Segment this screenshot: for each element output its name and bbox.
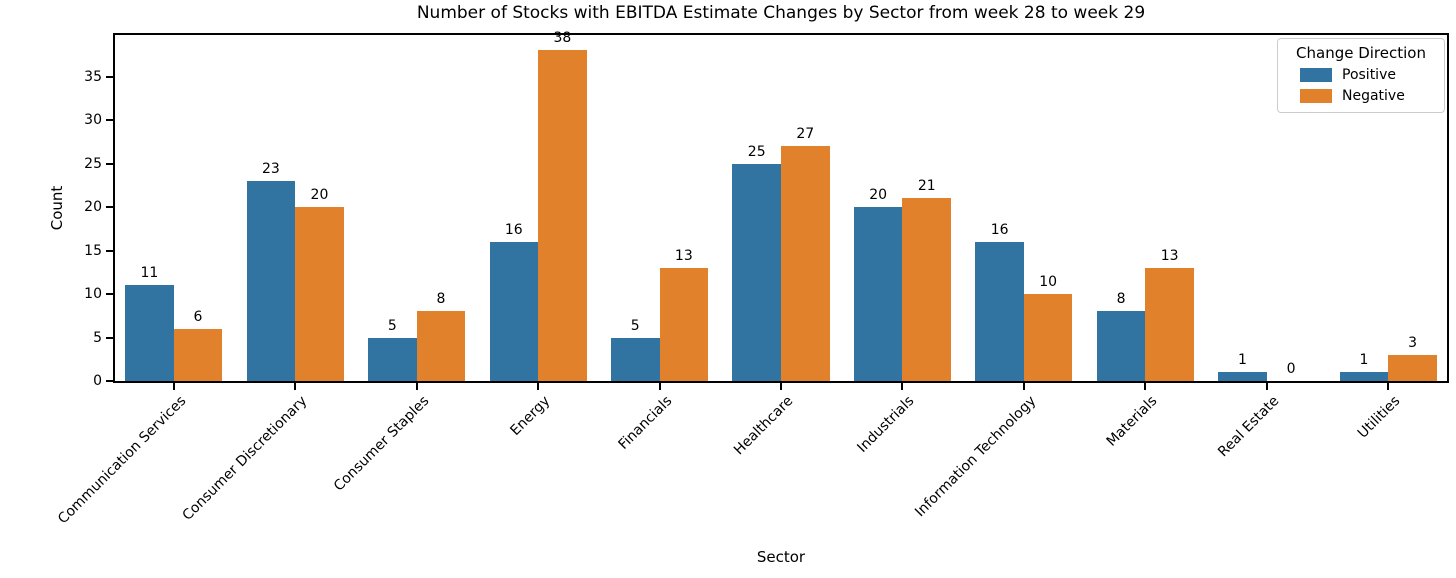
y-tick-label: 15 — [84, 242, 102, 259]
bar-negative — [902, 198, 952, 381]
bar-value-label: 38 — [553, 30, 572, 47]
y-tick-label: 10 — [84, 286, 102, 302]
x-tick — [172, 383, 175, 390]
y-tick-label: 35 — [84, 68, 102, 85]
bar-negative — [1023, 294, 1073, 381]
y-tick-label: 0 — [93, 373, 102, 389]
bar-negative — [295, 207, 344, 381]
x-tick — [1265, 383, 1268, 390]
x-tick — [658, 383, 661, 390]
y-tick-label: 5 — [93, 329, 102, 346]
bar-value-label: 20 — [869, 187, 888, 203]
y-tick-label: 20 — [84, 199, 102, 215]
bar-value-label: 0 — [1286, 361, 1296, 377]
y-tick — [106, 75, 113, 78]
x-axis-label: Sector — [756, 548, 806, 566]
bar-value-label: 13 — [674, 247, 693, 264]
x-tick — [537, 383, 540, 390]
x-tick-label: Information Technology — [911, 393, 1040, 521]
legend-item-negative: Negative — [1300, 88, 1444, 104]
y-tick — [106, 293, 113, 295]
x-tick — [1022, 383, 1025, 390]
bar-positive — [125, 285, 174, 381]
x-tick — [901, 383, 904, 390]
bar-value-label: 16 — [990, 221, 1009, 238]
bar-positive — [853, 207, 903, 381]
bar-positive — [1218, 372, 1267, 381]
y-tick-label: 30 — [84, 112, 102, 128]
x-tick-label: Materials — [1103, 393, 1161, 450]
plot-area: 11 6 23 20 5 8 16 38 5 13 25 27 20 21 16 10 8 13 1 0 1 3 — [113, 30, 1449, 383]
x-tick-label: Real Estate — [1214, 393, 1283, 461]
x-tick-label: Healthcare — [731, 393, 797, 459]
x-tick-label: Financials — [615, 393, 675, 453]
bar-value-label: 8 — [436, 291, 446, 308]
bar-negative — [173, 328, 223, 381]
x-tick-label: Consumer Discretionary — [179, 393, 311, 524]
bar-positive — [246, 180, 296, 381]
legend-item-positive: Positive — [1300, 67, 1444, 83]
bar-positive — [1096, 311, 1146, 381]
bar-value-label: 5 — [630, 317, 640, 334]
x-tick-label: Communication Services — [54, 393, 190, 528]
legend-item-label-negative: Negative — [1342, 88, 1405, 104]
bar-value-label: 16 — [504, 221, 523, 238]
bar-value-label: 8 — [1116, 291, 1126, 308]
bar-value-label: 13 — [1160, 247, 1179, 264]
y-tick-label: 25 — [84, 155, 102, 172]
bar-negative — [1145, 267, 1194, 381]
bar-value-label: 20 — [310, 187, 329, 203]
legend-title: Change Direction — [1296, 44, 1426, 62]
bar-value-label: 11 — [140, 265, 159, 282]
bar-value-label: 10 — [1039, 274, 1058, 290]
x-tick — [415, 383, 418, 390]
y-tick — [106, 249, 113, 252]
bar-value-label: 6 — [193, 308, 203, 325]
bar-negative — [659, 267, 709, 381]
x-tick-label: Utilities — [1354, 393, 1404, 442]
bar-positive — [975, 241, 1024, 381]
x-tick-label: Consumer Staples — [330, 393, 432, 495]
y-tick — [106, 336, 113, 339]
bar-positive — [489, 241, 539, 381]
x-tick — [1144, 383, 1147, 390]
x-tick-label: Industrials — [854, 393, 918, 456]
x-tick-label: Energy — [507, 393, 554, 439]
bar-value-label: 1 — [1238, 352, 1247, 369]
bar-value-label: 23 — [261, 160, 280, 177]
bar-positive — [368, 337, 417, 381]
bar-positive — [610, 337, 660, 381]
x-tick — [780, 383, 782, 390]
bar-positive — [1339, 372, 1389, 381]
bar-value-label: 5 — [387, 317, 397, 334]
y-tick — [106, 119, 113, 121]
bar-value-label: 3 — [1408, 334, 1418, 351]
legend-item-label-positive: Positive — [1342, 67, 1396, 83]
chart-title: Number of Stocks with EBITDA Estimate Ch… — [416, 3, 1146, 23]
bar-value-label: 25 — [747, 143, 766, 160]
positive-swatch — [1300, 68, 1332, 82]
bar-negative — [538, 50, 587, 381]
x-tick — [1387, 383, 1390, 390]
bar-value-label: 21 — [917, 178, 936, 195]
x-tick — [294, 383, 297, 390]
y-tick — [106, 206, 113, 208]
bar-value-label: 27 — [796, 126, 815, 143]
negative-swatch — [1300, 89, 1332, 103]
bar-negative — [416, 311, 466, 381]
y-tick — [106, 162, 113, 165]
bar-value-label: 1 — [1359, 352, 1369, 369]
bar-positive — [732, 163, 781, 381]
bar-negative — [1388, 354, 1437, 381]
y-tick — [106, 380, 113, 382]
legend: Change Direction Positive Negative — [1277, 38, 1445, 113]
bar-negative — [781, 146, 830, 381]
